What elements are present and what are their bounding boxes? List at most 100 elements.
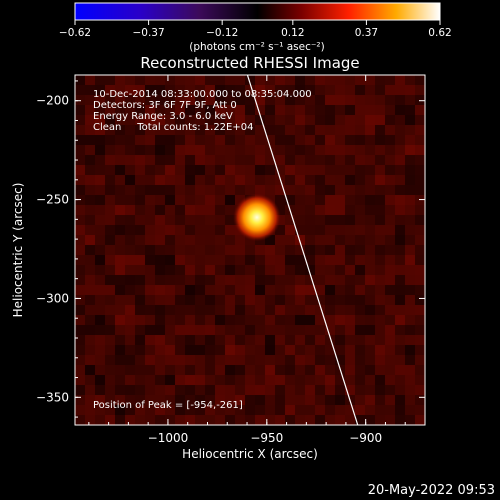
colorbar-tick-label: −0.12 — [206, 27, 238, 39]
noise-cell — [205, 305, 215, 315]
noise-cell — [275, 205, 285, 215]
noise-cell — [135, 365, 145, 375]
noise-cell — [195, 405, 205, 415]
noise-cell — [415, 135, 425, 145]
noise-cell — [225, 365, 235, 375]
noise-cell — [245, 415, 255, 425]
noise-cell — [255, 265, 265, 275]
noise-cell — [315, 235, 325, 245]
noise-cell — [215, 245, 225, 255]
noise-cell — [305, 135, 315, 145]
noise-cell — [205, 75, 215, 85]
noise-cell — [115, 355, 125, 365]
noise-cell — [115, 395, 125, 405]
noise-cell — [235, 125, 245, 135]
noise-cell — [95, 145, 105, 155]
noise-cell — [285, 245, 295, 255]
noise-cell — [245, 375, 255, 385]
noise-cell — [125, 215, 135, 225]
noise-cell — [255, 395, 265, 405]
noise-cell — [265, 345, 275, 355]
noise-cell — [205, 355, 215, 365]
noise-cell — [345, 245, 355, 255]
noise-cell — [355, 225, 365, 235]
noise-cell — [265, 355, 275, 365]
noise-cell — [245, 335, 255, 345]
noise-cell — [345, 205, 355, 215]
noise-cell — [105, 105, 115, 115]
noise-cell — [165, 265, 175, 275]
noise-cell — [165, 315, 175, 325]
noise-cell — [145, 375, 155, 385]
noise-cell — [115, 95, 125, 105]
noise-cell — [95, 265, 105, 275]
noise-cell — [195, 305, 205, 315]
noise-cell — [345, 385, 355, 395]
noise-cell — [355, 165, 365, 175]
noise-cell — [195, 225, 205, 235]
noise-cell — [75, 395, 85, 405]
noise-cell — [205, 125, 215, 135]
noise-cell — [75, 145, 85, 155]
noise-cell — [95, 315, 105, 325]
noise-cell — [95, 325, 105, 335]
noise-cell — [185, 115, 195, 125]
noise-cell — [135, 245, 145, 255]
noise-cell — [155, 175, 165, 185]
noise-cell — [375, 295, 385, 305]
noise-cell — [405, 215, 415, 225]
noise-cell — [255, 135, 265, 145]
noise-cell — [165, 95, 175, 105]
noise-cell — [415, 85, 425, 95]
noise-cell — [255, 365, 265, 375]
colorbar-tick-label: 0.37 — [355, 27, 378, 39]
noise-cell — [295, 355, 305, 365]
noise-cell — [125, 405, 135, 415]
noise-cell — [215, 385, 225, 395]
noise-cell — [215, 205, 225, 215]
noise-cell — [115, 175, 125, 185]
noise-cell — [375, 225, 385, 235]
noise-cell — [395, 155, 405, 165]
noise-cell — [295, 365, 305, 375]
noise-cell — [265, 135, 275, 145]
noise-cell — [385, 375, 395, 385]
noise-cell — [325, 375, 335, 385]
noise-cell — [205, 195, 215, 205]
noise-cell — [285, 195, 295, 205]
noise-cell — [405, 205, 415, 215]
noise-cell — [105, 345, 115, 355]
noise-cell — [325, 95, 335, 105]
noise-cell — [355, 285, 365, 295]
noise-cell — [165, 405, 175, 415]
noise-cell — [145, 95, 155, 105]
noise-cell — [115, 325, 125, 335]
noise-cell — [75, 215, 85, 225]
noise-cell — [95, 85, 105, 95]
noise-cell — [245, 385, 255, 395]
noise-cell — [195, 195, 205, 205]
noise-cell — [145, 285, 155, 295]
noise-cell — [285, 185, 295, 195]
noise-cell — [135, 165, 145, 175]
noise-cell — [185, 155, 195, 165]
noise-cell — [295, 115, 305, 125]
footer-timestamp: 20-May-2022 09:53 — [368, 483, 495, 498]
noise-cell — [245, 325, 255, 335]
noise-cell — [415, 145, 425, 155]
noise-cell — [265, 115, 275, 125]
noise-cell — [325, 205, 335, 215]
noise-cell — [365, 85, 375, 95]
noise-cell — [275, 85, 285, 95]
noise-cell — [135, 345, 145, 355]
noise-cell — [295, 145, 305, 155]
noise-cell — [155, 205, 165, 215]
noise-cell — [125, 365, 135, 375]
noise-cell — [125, 105, 135, 115]
noise-cell — [215, 95, 225, 105]
noise-cell — [315, 405, 325, 415]
noise-cell — [285, 225, 295, 235]
noise-cell — [405, 345, 415, 355]
noise-cell — [265, 145, 275, 155]
noise-cell — [175, 315, 185, 325]
